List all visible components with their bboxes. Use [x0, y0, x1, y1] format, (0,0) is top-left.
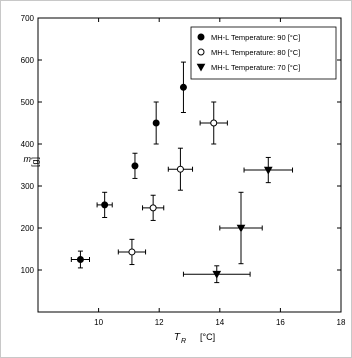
data-point-series-1: [101, 201, 109, 209]
x-axis-label: T: [174, 332, 181, 343]
y-axis-label: m: [24, 154, 32, 164]
data-point-series-2: [149, 204, 157, 212]
x-tick-label: 18: [337, 318, 346, 327]
data-point-series-2: [210, 119, 218, 127]
y-axis-unit: [g]: [30, 157, 40, 167]
y-tick-label: 700: [21, 14, 35, 23]
x-tick-label: 14: [215, 318, 224, 327]
y-tick-label: 300: [21, 182, 35, 191]
legend-label-3: MH-L Temperature: 70 [°C]: [211, 63, 300, 72]
data-point-series-3: [236, 224, 246, 233]
data-point-series-1: [76, 256, 84, 263]
x-tick-label: 10: [94, 318, 103, 327]
y-tick-label: 400: [21, 140, 35, 149]
axis-ticks: 10 12 14 16 18 100 200 300 400 500 600 700: [21, 14, 346, 327]
legend: MH-L Temperature: 90 [°C] MH-L Temperatur…: [190, 26, 337, 80]
legend-marker-3: [196, 63, 206, 72]
legend-marker-2: [197, 48, 205, 56]
data-point-series-2: [176, 165, 184, 173]
y-tick-label: 100: [21, 266, 35, 275]
data-point-series-1: [152, 119, 160, 127]
data-point-series-3: [263, 166, 273, 175]
data-point-series-1: [131, 162, 139, 170]
legend-box: [190, 26, 337, 80]
data-point-series-2: [128, 248, 136, 256]
x-tick-label: 16: [276, 318, 285, 327]
x-axis-label-subscript: R: [181, 338, 186, 345]
y-tick-label: 500: [21, 98, 35, 107]
data-point-series-3: [212, 270, 222, 279]
y-tick-label: 200: [21, 224, 35, 233]
y-tick-label: 600: [21, 56, 35, 65]
legend-marker-1: [197, 33, 205, 41]
x-tick-label: 12: [155, 318, 164, 327]
x-axis-unit: [°C]: [200, 332, 215, 342]
legend-label-2: MH-L Temperature: 80 [°C]: [211, 48, 300, 57]
data-markers: [76, 83, 273, 279]
legend-label-1: MH-L Temperature: 90 [°C]: [211, 33, 300, 42]
data-point-series-1: [179, 83, 187, 91]
plot-area: [37, 17, 342, 313]
